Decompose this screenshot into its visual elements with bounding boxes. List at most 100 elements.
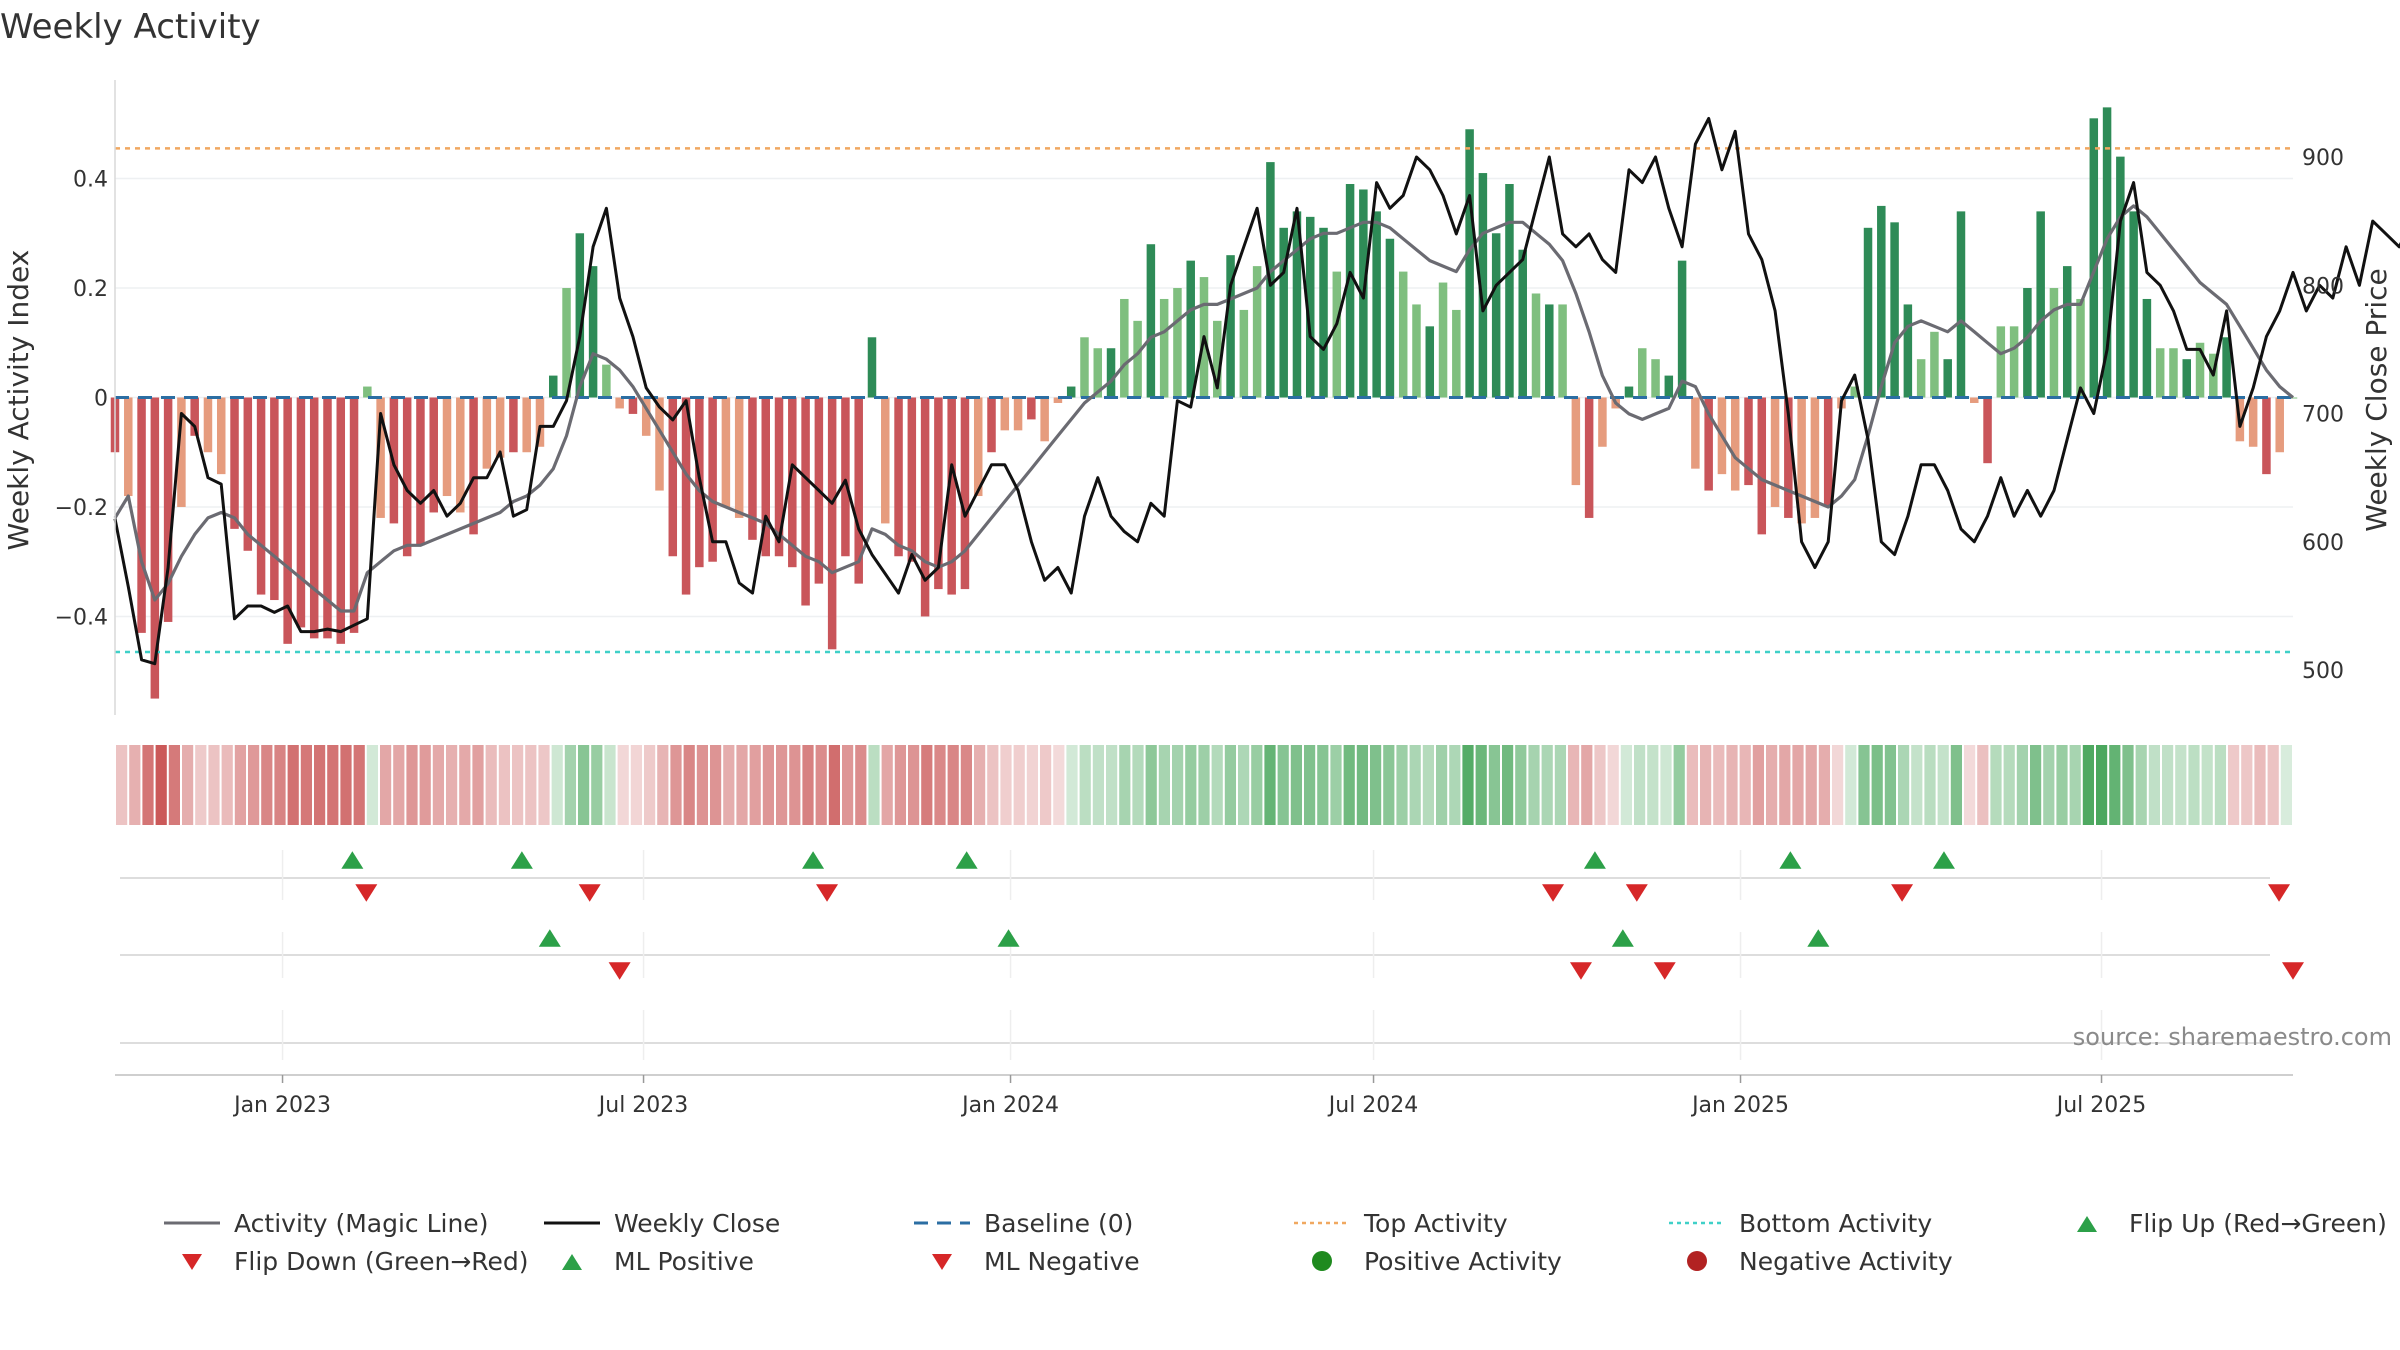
heat-cell [1845, 745, 1857, 825]
activity-bar [124, 397, 133, 497]
heat-cell [1779, 745, 1791, 825]
activity-bar [1943, 359, 1952, 398]
heat-cell [644, 745, 656, 825]
heat-cell [1964, 745, 1976, 825]
heat-cell [116, 745, 128, 825]
activity-bar [615, 397, 624, 409]
activity-bar [349, 397, 359, 633]
heat-cell [1290, 745, 1302, 825]
heat-cell [168, 745, 180, 825]
activity-bar [1385, 238, 1395, 398]
heat-cell [1858, 745, 1870, 825]
axes: 0.4 0.2 0 −0.2 −0.4 900 800 700 600 500 [55, 80, 2344, 715]
heat-cell [696, 745, 708, 825]
activity-bar [1823, 397, 1833, 507]
activity-bar [163, 397, 173, 622]
activity-bar [2036, 211, 2045, 398]
activity-bar [1677, 260, 1687, 398]
activity-bar [1930, 331, 1939, 398]
activity-bar [2182, 359, 2192, 398]
activity-bar [774, 397, 784, 557]
heat-cell [2043, 745, 2055, 825]
ml-positive-marker [538, 929, 561, 947]
legend-swatch [1294, 1221, 1350, 1225]
activity-bar [2009, 326, 2019, 398]
heat-cell [300, 745, 312, 825]
y2-tick-label: 900 [2302, 146, 2344, 171]
activity-bar [1133, 320, 1142, 398]
activity-bar [309, 397, 319, 639]
heat-cell [1634, 745, 1646, 825]
ml-positive-marker [1611, 929, 1634, 947]
heat-cell [1238, 745, 1250, 825]
heat-cell [2241, 745, 2253, 825]
heat-cell [1330, 745, 1342, 825]
flip-up-marker [510, 851, 533, 869]
magic-line [113, 204, 2295, 613]
flip-marker-rows [120, 850, 2304, 1060]
ml-positive-marker [997, 929, 1020, 947]
heat-cell [1884, 745, 1896, 825]
activity-bar [1093, 348, 1103, 398]
heat-cell [1106, 745, 1118, 825]
heat-cell [1924, 745, 1936, 825]
legend-label: Flip Up (Red→Green) [2129, 1208, 2387, 1238]
ml-negative-marker [1569, 962, 1592, 980]
ml-positive-marker [1807, 929, 1830, 947]
heat-cell [182, 745, 194, 825]
activity-bar [1956, 211, 1966, 398]
heat-cell [1568, 745, 1580, 825]
activity-bar [881, 397, 890, 524]
y-tick-label: 0.4 [73, 168, 108, 193]
heat-cell [287, 745, 299, 825]
heat-cell [366, 745, 378, 825]
activity-bar [1996, 326, 2006, 398]
activity-bar [1120, 298, 1129, 398]
activity-bar [788, 397, 797, 568]
legend-label: Weekly Close [614, 1208, 781, 1238]
activity-bar [416, 397, 425, 546]
activity-bar [841, 397, 850, 557]
legend-swatch [932, 1254, 952, 1270]
legend-item: Top Activity [1290, 1205, 1508, 1241]
heat-cell [1343, 745, 1355, 825]
heat-cell [670, 745, 682, 825]
y-tick-label: −0.4 [55, 605, 108, 630]
heat-cell [1264, 745, 1276, 825]
legend-swatch [1312, 1251, 1332, 1271]
activity-bar [1292, 211, 1302, 398]
activity-bar [1106, 348, 1116, 398]
activity-bar [734, 397, 744, 518]
activity-bar [1239, 309, 1249, 398]
activity-bar [203, 397, 213, 453]
heat-cell [1053, 745, 1065, 825]
activity-bar [376, 397, 385, 518]
heat-cell [1066, 745, 1078, 825]
heat-cell [419, 745, 431, 825]
activity-bar [2262, 397, 2271, 475]
activity-bar [628, 397, 638, 414]
activity-bar [1146, 244, 1156, 398]
activity-bar [827, 397, 837, 650]
activity-bar [1770, 397, 1780, 507]
activity-bar [1505, 184, 1514, 398]
heat-cell [1686, 745, 1698, 825]
heat-cell [921, 745, 933, 825]
heat-cell [1040, 745, 1052, 825]
activity-bar [2169, 348, 2178, 398]
heat-cell [2162, 745, 2174, 825]
y2-axis-label: Weekly Close Price [2360, 268, 2393, 531]
activity-bar [296, 397, 306, 628]
heat-cell [578, 745, 590, 825]
heat-cell [2188, 745, 2200, 825]
activity-bar [947, 397, 956, 595]
heat-cell [1462, 745, 1474, 825]
heat-cell [1488, 745, 1500, 825]
activity-bar [2049, 288, 2059, 398]
activity-bar [2116, 156, 2125, 398]
heat-cell [2201, 745, 2213, 825]
activity-bar [177, 397, 186, 507]
heat-cell [1502, 745, 1514, 825]
activity-bar [482, 397, 492, 469]
